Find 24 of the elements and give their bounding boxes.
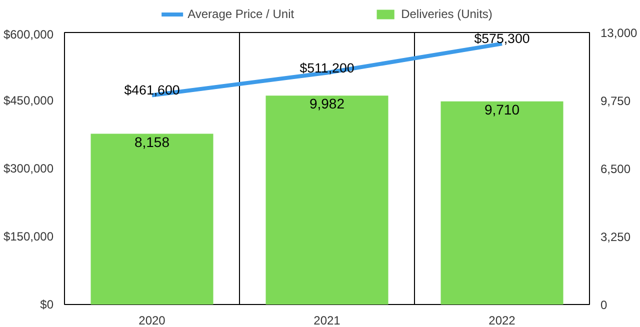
bar [266, 96, 388, 304]
y-tick-label: $600,000 [3, 28, 54, 42]
y2-tick-label: 13,000 [600, 26, 638, 40]
y2-tick-label: 9,750 [600, 94, 631, 108]
data-label: 9,982 [309, 96, 345, 112]
legend-label: Average Price / Unit [188, 6, 294, 20]
y2-tick-label: 0 [600, 298, 608, 312]
data-label: $575,300 [474, 31, 530, 46]
y2-tick-label: 3,250 [600, 230, 631, 244]
x-tick-label: 2020 [138, 314, 166, 327]
y-tick-label: $0 [40, 298, 54, 312]
y-tick-label: $450,000 [3, 94, 54, 108]
x-tick-label: 2022 [488, 314, 516, 327]
y2-tick-label: 6,500 [600, 162, 631, 176]
x-tick-label: 2021 [314, 314, 341, 327]
bar [90, 134, 214, 304]
data-label: $511,200 [300, 60, 354, 76]
y-tick-label: $150,000 [3, 230, 54, 244]
legend-label: Deliveries (Units) [401, 6, 492, 20]
data-label: 9,710 [484, 101, 520, 118]
data-label: 8,158 [134, 134, 170, 150]
data-label: $461,600 [124, 82, 180, 98]
y-tick-label: $300,000 [3, 162, 54, 176]
bar [440, 101, 564, 304]
